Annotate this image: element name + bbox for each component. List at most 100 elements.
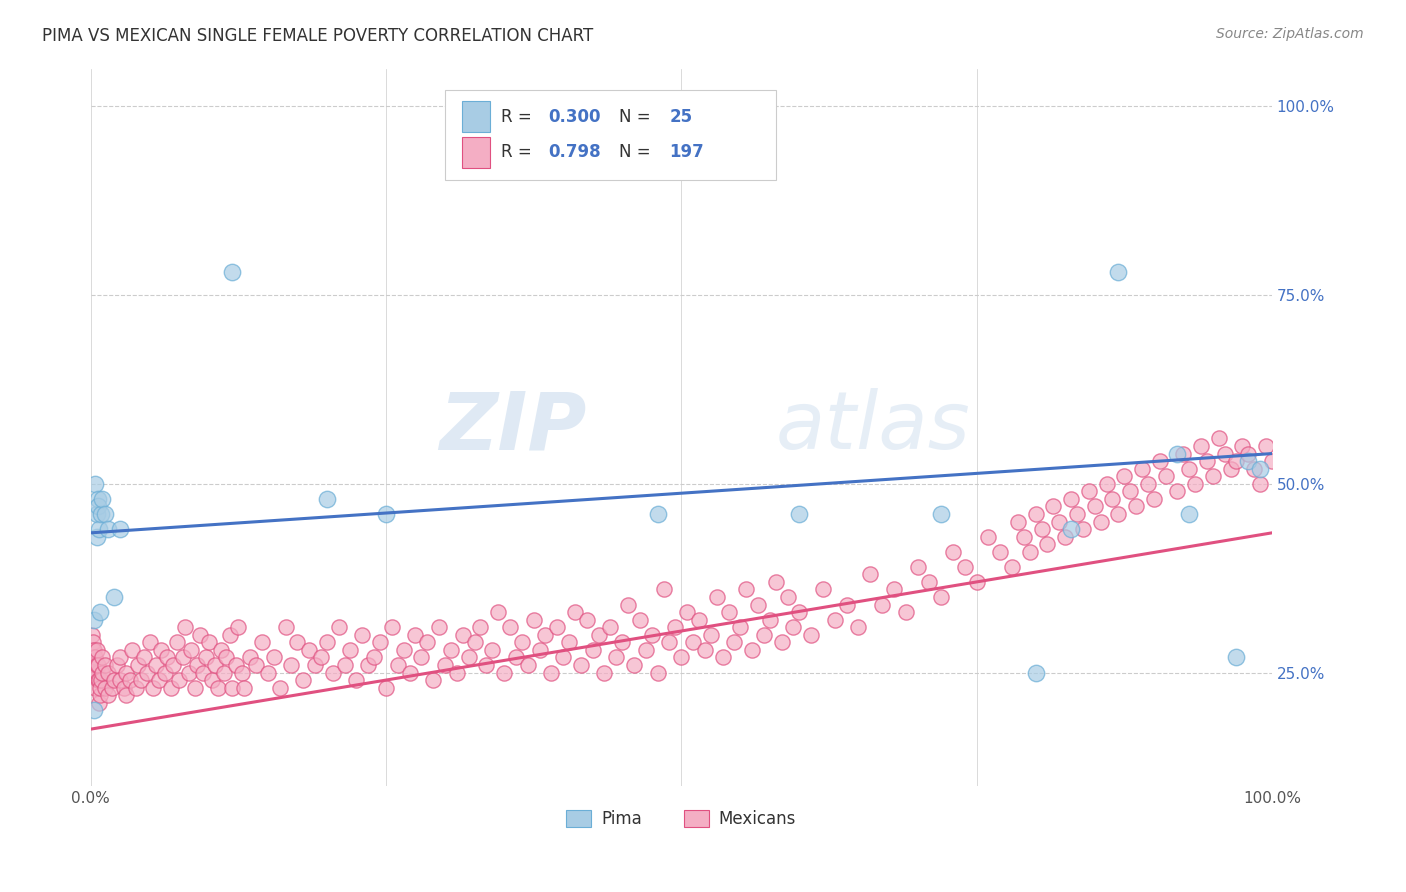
Point <box>315 491 337 506</box>
Point <box>274 620 297 634</box>
Point <box>381 620 404 634</box>
Point <box>883 582 905 597</box>
Text: R =: R = <box>501 144 537 161</box>
Point <box>1261 454 1284 468</box>
Point <box>1036 537 1059 551</box>
Point <box>315 635 337 649</box>
Point <box>582 643 605 657</box>
Point <box>446 665 468 680</box>
Point <box>558 635 581 649</box>
Point <box>160 681 183 695</box>
Point <box>623 657 645 672</box>
Point <box>1136 476 1159 491</box>
Point <box>84 650 107 665</box>
Point <box>1166 446 1188 460</box>
Point <box>207 681 229 695</box>
Point <box>599 620 621 634</box>
Point <box>1001 559 1024 574</box>
Point <box>848 620 870 634</box>
Point <box>190 628 212 642</box>
Legend: Pima, Mexicans: Pima, Mexicans <box>560 804 803 835</box>
Point <box>671 650 693 665</box>
Point <box>89 605 111 619</box>
Point <box>174 620 197 634</box>
Point <box>641 628 664 642</box>
Point <box>593 665 616 680</box>
Point <box>1101 491 1123 506</box>
Point <box>564 605 586 619</box>
Point <box>374 507 396 521</box>
Point <box>475 657 498 672</box>
Point <box>172 650 194 665</box>
Point <box>86 500 108 514</box>
Point <box>309 650 332 665</box>
Point <box>634 643 657 657</box>
Point <box>824 613 846 627</box>
Point <box>1025 507 1047 521</box>
Point <box>97 665 120 680</box>
Point <box>239 650 262 665</box>
Point <box>83 650 105 665</box>
Point <box>1066 507 1088 521</box>
Point <box>91 491 114 506</box>
Point <box>1143 491 1166 506</box>
Point <box>333 657 356 672</box>
Point <box>87 522 110 536</box>
Text: atlas: atlas <box>776 388 970 467</box>
Point <box>304 657 326 672</box>
Point <box>523 613 546 627</box>
Point <box>652 582 675 597</box>
Point <box>510 635 533 649</box>
Point <box>404 628 426 642</box>
Point <box>150 643 173 657</box>
Point <box>374 681 396 695</box>
Point <box>723 635 745 649</box>
Point <box>575 613 598 627</box>
Point <box>929 507 952 521</box>
Text: 0.798: 0.798 <box>548 144 600 161</box>
Point <box>1012 530 1035 544</box>
Point <box>83 703 105 717</box>
Point <box>569 657 592 672</box>
Point <box>730 620 752 634</box>
Point <box>1249 461 1271 475</box>
Text: Source: ZipAtlas.com: Source: ZipAtlas.com <box>1216 27 1364 41</box>
Point <box>1025 665 1047 680</box>
Point <box>1166 484 1188 499</box>
Point <box>907 559 929 574</box>
Point <box>966 574 988 589</box>
Point <box>101 681 124 695</box>
Point <box>1084 500 1107 514</box>
Point <box>789 507 811 521</box>
Point <box>339 643 361 657</box>
Point <box>131 673 153 687</box>
Point <box>529 643 551 657</box>
Point <box>221 265 243 279</box>
Point <box>91 665 114 680</box>
Point <box>136 665 159 680</box>
Point <box>499 620 522 634</box>
Point <box>1225 454 1247 468</box>
Point <box>138 635 160 649</box>
Point <box>90 673 112 687</box>
Point <box>717 605 740 619</box>
Point <box>1042 500 1064 514</box>
Point <box>177 665 200 680</box>
Point <box>1232 439 1254 453</box>
Point <box>201 673 224 687</box>
Point <box>1178 461 1201 475</box>
Point <box>94 681 117 695</box>
Point <box>505 650 527 665</box>
Point <box>84 476 107 491</box>
Point <box>1119 484 1142 499</box>
Point <box>186 657 208 672</box>
Point <box>605 650 627 665</box>
Point <box>368 635 391 649</box>
Point <box>87 696 110 710</box>
Point <box>245 657 267 672</box>
Point <box>166 635 188 649</box>
Point <box>392 643 415 657</box>
Point <box>162 657 184 672</box>
Point <box>676 605 699 619</box>
Text: 197: 197 <box>669 144 704 161</box>
